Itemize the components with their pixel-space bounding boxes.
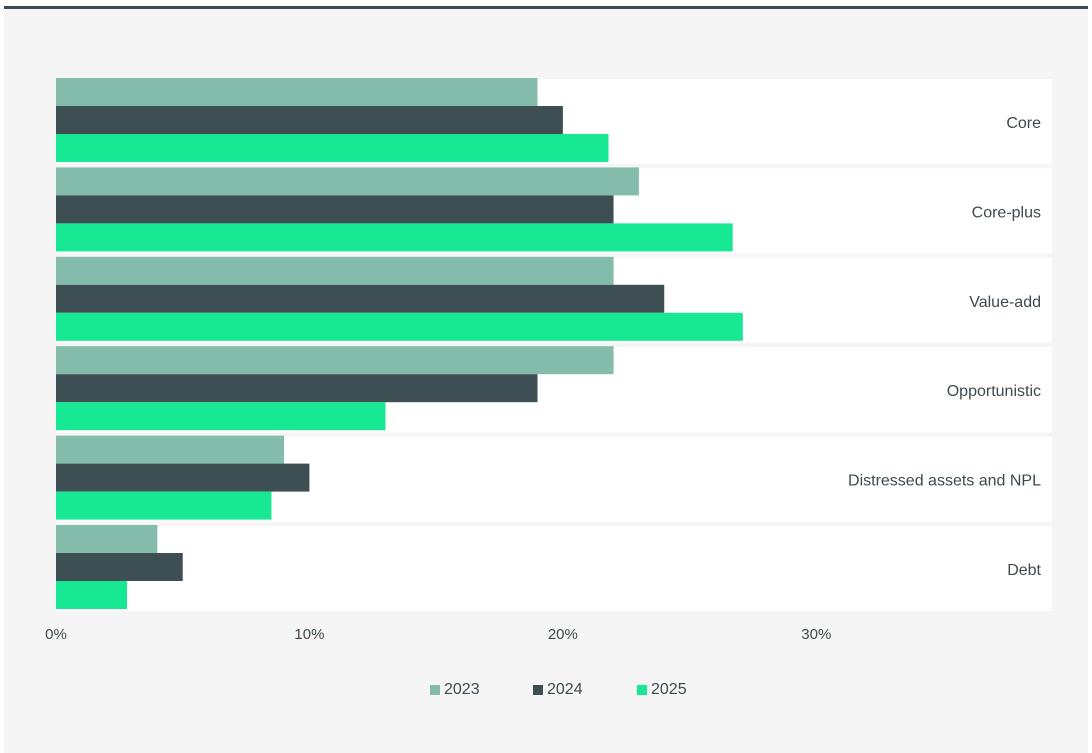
bar-value-add-2025: [56, 312, 743, 341]
bar-core-plus-2024: [56, 195, 614, 224]
bar-value-add-2024: [56, 284, 665, 313]
bar-opportunistic-2025: [56, 402, 386, 431]
legend: 2023 2024 2025: [0, 679, 1092, 703]
bar-distressed-assets-and-npl-2023: [56, 435, 285, 464]
bar-debt-2023: [56, 525, 158, 553]
legend-swatch-2024: [533, 685, 543, 695]
legend-label-2025: 2025: [651, 681, 687, 698]
legend-item-2023: 2023: [430, 679, 480, 701]
bar-debt-2024: [56, 553, 183, 581]
bar-core-2023: [56, 78, 538, 106]
category-label-core-plus: Core-plus: [972, 204, 1041, 221]
bar-debt-2025: [56, 581, 127, 609]
bar-distressed-assets-and-npl-2024: [56, 463, 310, 492]
bar-core-plus-2023: [56, 167, 639, 196]
legend-label-2023: 2023: [444, 681, 480, 698]
bar-core-2024: [56, 106, 563, 134]
x-tick-label-0: 0%: [45, 626, 67, 643]
legend-swatch-2025: [637, 685, 647, 695]
legend-item-2024: 2024: [533, 679, 583, 701]
bar-value-add-2023: [56, 256, 614, 285]
legend-label-2024: 2024: [547, 681, 583, 698]
x-tick-label-30: 30%: [801, 626, 831, 643]
category-label-debt: Debt: [1007, 562, 1041, 579]
category-label-opportunistic: Opportunistic: [947, 383, 1041, 400]
bar-core-2025: [56, 134, 609, 162]
category-band-debt: [56, 526, 1052, 611]
x-tick-label-10: 10%: [294, 626, 324, 643]
legend-item-2025: 2025: [637, 679, 687, 701]
bar-opportunistic-2023: [56, 346, 614, 375]
x-tick-label-20: 20%: [548, 626, 578, 643]
bar-distressed-assets-and-npl-2025: [56, 491, 272, 520]
legend-swatch-2023: [430, 685, 440, 695]
category-label-value-add: Value-add: [969, 294, 1041, 311]
category-label-core: Core: [1006, 115, 1041, 132]
bar-core-plus-2025: [56, 223, 733, 252]
bar-opportunistic-2024: [56, 374, 538, 403]
top-rule: [4, 6, 1088, 9]
category-label-distressed-assets-and-npl: Distressed assets and NPL: [848, 473, 1041, 490]
